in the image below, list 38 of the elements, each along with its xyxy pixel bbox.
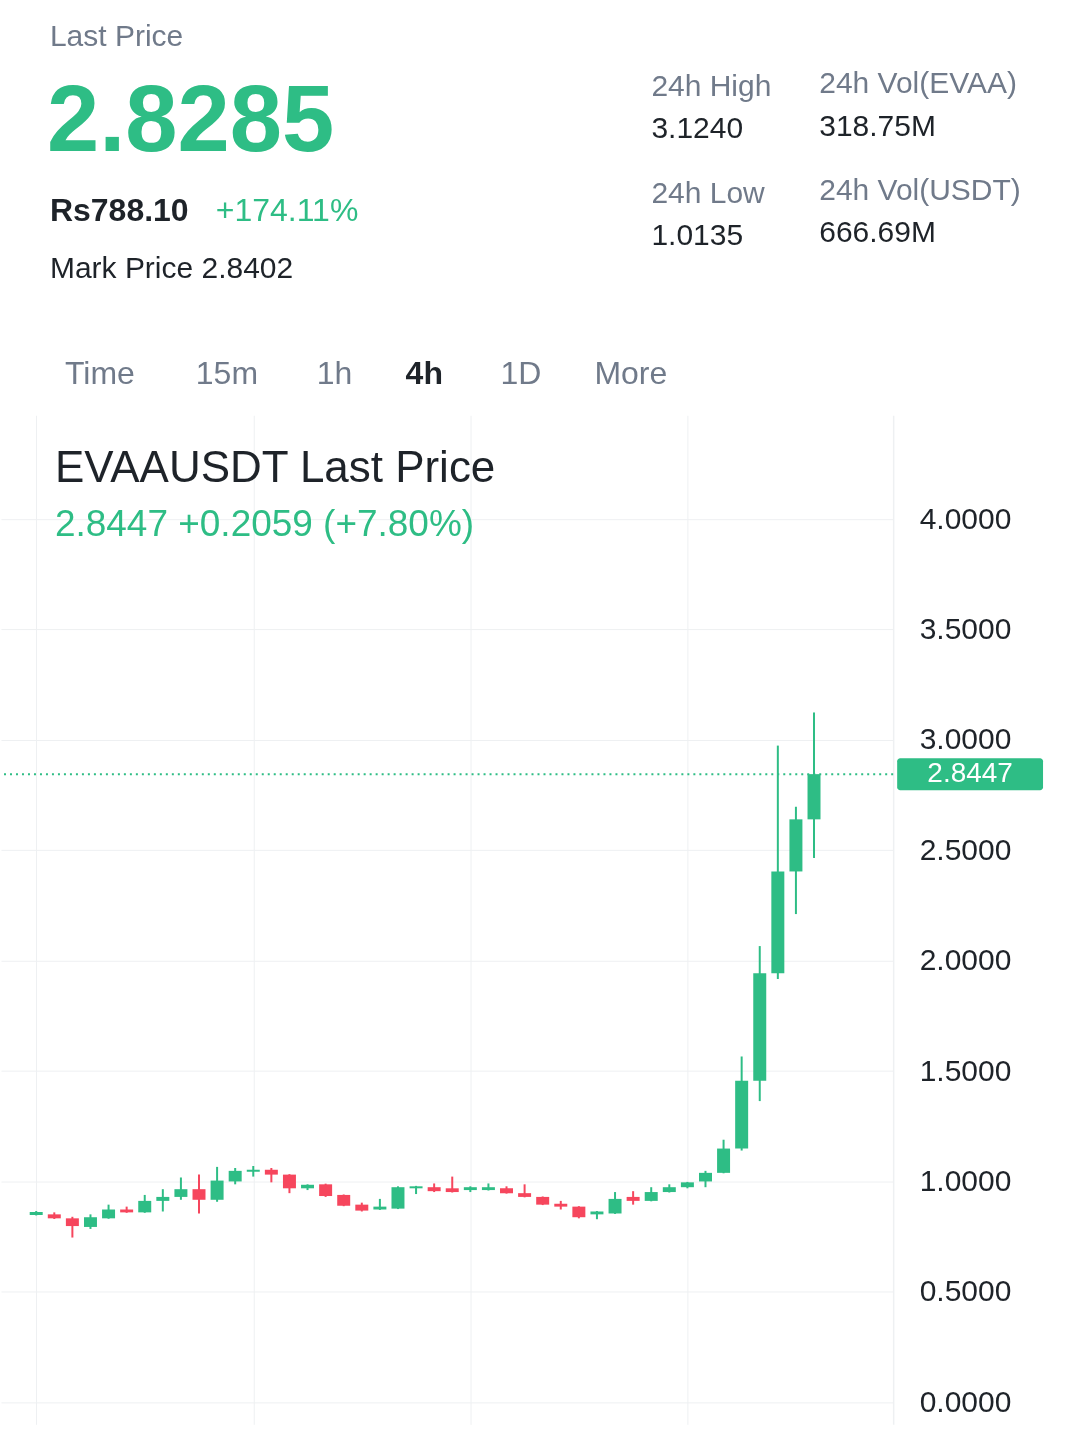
y-tick-label: 1.5000 (919, 1053, 1012, 1087)
text: More (594, 355, 668, 392)
text: 1.0135 (651, 218, 744, 252)
text: 24h Low (651, 176, 766, 210)
text: 24h Vol(USDT) (819, 173, 1021, 207)
text: 666.69M (819, 215, 936, 249)
text: 24h Vol(EVAA) (819, 65, 1017, 99)
text: 24h High (651, 68, 772, 102)
text: +174.11% (215, 192, 359, 229)
text: 1D (500, 355, 542, 392)
text: 15m (195, 355, 259, 392)
candlestick (608, 1191, 622, 1215)
text: EVAAUSDT Last Price (54, 442, 496, 492)
text: 3.1240 (651, 110, 744, 144)
candlestick (65, 1215, 79, 1239)
y-tick-label: 0.5000 (919, 1274, 1012, 1308)
text: 4h (405, 355, 443, 392)
text: Rs788.10 (49, 192, 189, 229)
candlestick (282, 1173, 296, 1195)
candlestick (192, 1173, 206, 1215)
y-tick-label: 2.0000 (919, 943, 1012, 977)
text: 2.8447 +0.2059 (+7.80%) (54, 503, 475, 545)
text: 318.75M (819, 108, 936, 142)
y-tick-label: 4.0000 (919, 501, 1012, 535)
y-tick-label: 0.0000 (919, 1384, 1012, 1418)
text: 2.8285 (46, 65, 335, 171)
y-tick-label: 2.5000 (919, 832, 1012, 866)
y-tick-label: 3.0000 (919, 722, 1012, 756)
ref-line-label: 2.8447 (927, 757, 1013, 789)
y-tick-label: 1.0000 (919, 1163, 1012, 1197)
text: Time (64, 355, 135, 392)
candlestick (174, 1176, 188, 1201)
candlestick (156, 1188, 170, 1213)
text: Last Price (49, 18, 184, 52)
y-tick-label: 3.5000 (919, 611, 1012, 645)
text: 1h (316, 355, 353, 392)
candlestick (210, 1165, 224, 1203)
text: Mark Price 2.8402 (49, 251, 294, 285)
